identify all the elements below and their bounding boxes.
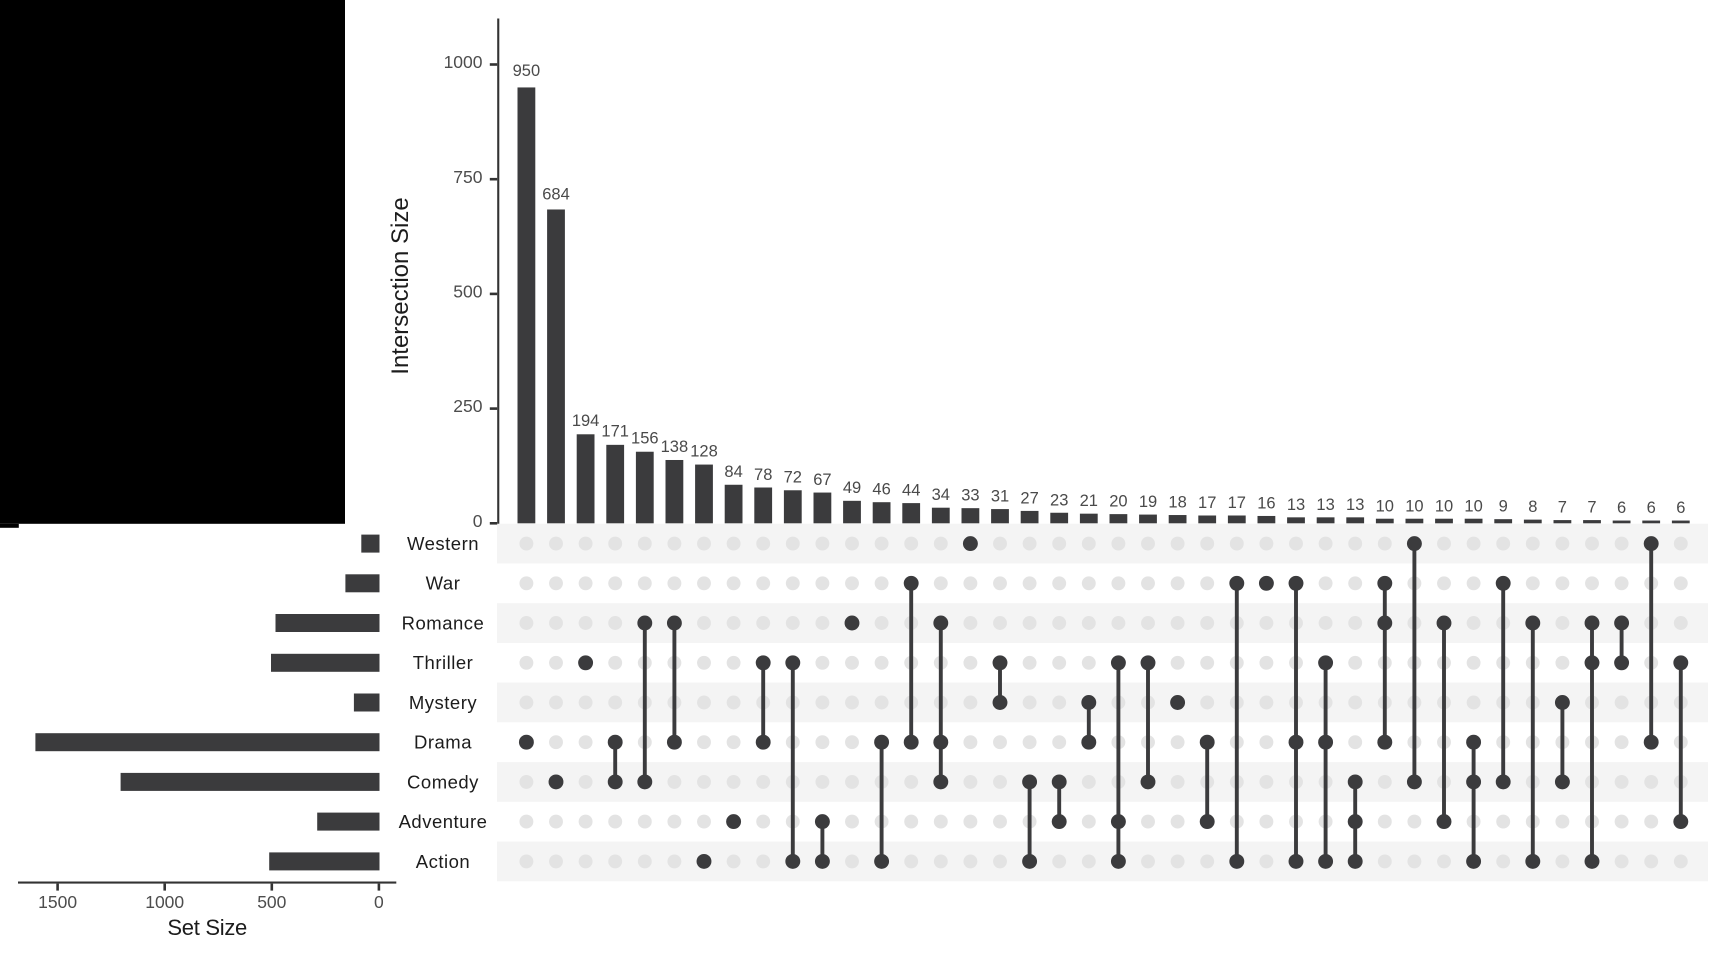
svg-text:84: 84 (724, 463, 742, 481)
svg-text:31: 31 (991, 488, 1009, 506)
svg-text:171: 171 (601, 423, 629, 441)
svg-text:0: 0 (374, 892, 384, 912)
svg-text:0: 0 (473, 511, 483, 531)
svg-text:10: 10 (1464, 497, 1482, 515)
svg-text:27: 27 (1020, 489, 1038, 507)
svg-text:War: War (426, 573, 461, 594)
svg-text:156: 156 (631, 430, 659, 448)
svg-text:20: 20 (1109, 493, 1127, 511)
svg-text:1000: 1000 (145, 892, 184, 912)
svg-text:44: 44 (902, 482, 920, 500)
svg-text:Comedy: Comedy (407, 771, 479, 792)
svg-text:Action: Action (416, 851, 470, 872)
svg-text:10: 10 (1376, 497, 1394, 515)
svg-text:Thriller: Thriller (413, 652, 474, 673)
svg-text:Romance: Romance (402, 612, 485, 633)
svg-text:Intersection Size: Intersection Size (387, 197, 414, 374)
svg-text:6: 6 (1647, 499, 1656, 517)
svg-text:250: 250 (453, 396, 482, 416)
svg-text:9: 9 (1499, 498, 1508, 516)
svg-text:33: 33 (961, 487, 979, 505)
svg-text:10: 10 (1405, 497, 1423, 515)
svg-text:13: 13 (1287, 496, 1305, 514)
svg-text:17: 17 (1198, 494, 1216, 512)
svg-text:34: 34 (932, 486, 950, 504)
svg-text:16: 16 (1257, 495, 1275, 513)
svg-text:750: 750 (453, 167, 482, 187)
svg-text:21: 21 (1080, 492, 1098, 510)
svg-text:1000: 1000 (444, 52, 483, 72)
svg-text:1500: 1500 (38, 892, 77, 912)
svg-text:8: 8 (1528, 498, 1537, 516)
svg-text:684: 684 (542, 185, 570, 203)
svg-text:138: 138 (661, 438, 689, 456)
svg-text:19: 19 (1139, 493, 1157, 511)
svg-text:Set Size: Set Size (167, 915, 247, 940)
svg-text:72: 72 (784, 469, 802, 487)
svg-text:7: 7 (1587, 499, 1596, 517)
svg-text:10: 10 (1435, 497, 1453, 515)
svg-text:500: 500 (257, 892, 286, 912)
svg-text:6: 6 (1676, 499, 1685, 517)
svg-text:49: 49 (843, 479, 861, 497)
svg-text:13: 13 (1346, 496, 1364, 514)
svg-text:67: 67 (813, 471, 831, 489)
svg-text:950: 950 (513, 62, 541, 80)
svg-text:Adventure: Adventure (399, 811, 488, 832)
svg-text:194: 194 (572, 412, 600, 430)
svg-text:23: 23 (1050, 491, 1068, 509)
svg-text:13: 13 (1316, 496, 1334, 514)
svg-text:500: 500 (453, 282, 482, 302)
svg-text:128: 128 (690, 443, 718, 461)
svg-text:17: 17 (1228, 494, 1246, 512)
svg-text:Drama: Drama (414, 732, 472, 753)
svg-text:6: 6 (1617, 499, 1626, 517)
svg-text:7: 7 (1558, 499, 1567, 517)
svg-text:Mystery: Mystery (409, 692, 478, 713)
svg-text:Western: Western (407, 533, 479, 554)
svg-text:78: 78 (754, 466, 772, 484)
svg-text:18: 18 (1168, 494, 1186, 512)
svg-text:46: 46 (872, 481, 890, 499)
